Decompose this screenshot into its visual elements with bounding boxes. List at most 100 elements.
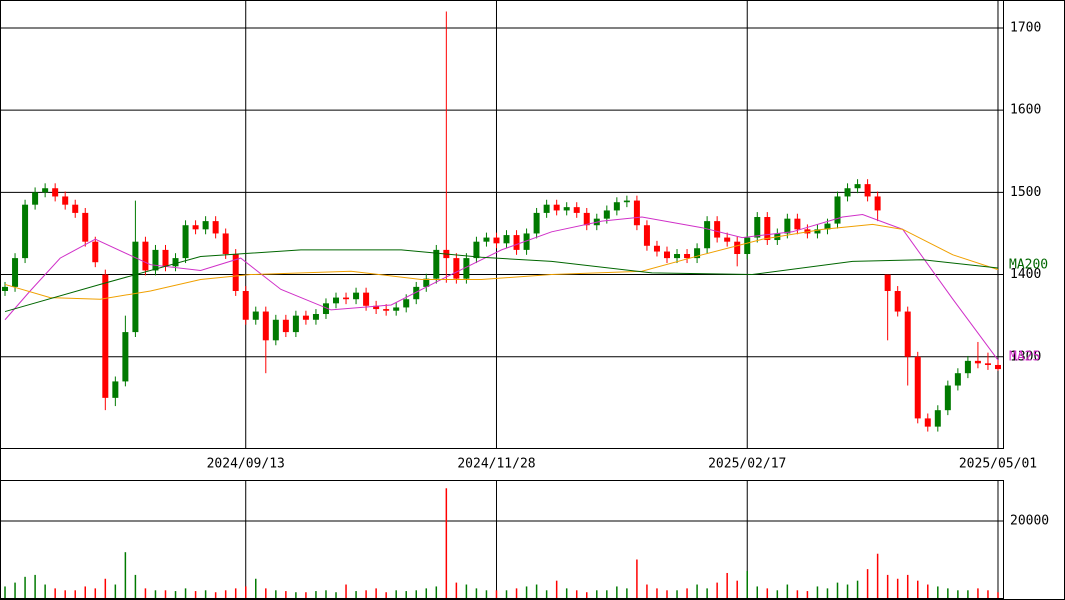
volume-tick-label: 20000 [1010,514,1049,529]
candle-body [513,235,520,250]
x-tick-label: 2024/11/28 [457,457,535,472]
candle-body [633,200,640,226]
candle-body [714,221,721,238]
candle-body [22,204,29,259]
candle-body [944,385,951,411]
candle-body [834,196,841,224]
candle-body [202,221,209,230]
candle-body [333,297,340,304]
candle-body [142,241,149,271]
candle-body [112,381,119,398]
candle-body [132,241,139,333]
candle-body [122,332,129,382]
candle-body [653,245,660,252]
candle-body [182,225,189,259]
candle-body [433,249,440,279]
candle-body [162,249,169,267]
y-tick-label: 1700 [1010,20,1041,35]
candle-body [924,418,931,427]
candle-body [172,258,179,267]
moving-average [4,214,999,361]
candle-body [974,360,981,364]
candle-body [212,221,219,234]
candle-body [72,204,79,213]
candle-body [814,229,821,234]
candle-body [844,188,851,197]
candle-body [573,207,580,213]
candle-body [262,311,269,341]
candle-body [483,237,490,242]
candle-body [994,364,1001,370]
candle-body [533,212,540,234]
candle-body [272,319,279,341]
candle-body [914,356,921,419]
candle-body [192,225,199,230]
candle-body [242,290,249,320]
candle-body [754,217,761,238]
candle-body [292,315,299,333]
candle-body [784,218,791,234]
candle-body [312,314,319,320]
candle-body [563,207,570,211]
x-tick-label: 2025/05/01 [959,457,1037,472]
candle-body [694,248,701,259]
candle-body [463,258,470,279]
candle-body [934,410,941,427]
candle-body [623,200,630,203]
candle-body [473,241,480,259]
x-tick-label: 2024/09/13 [207,457,285,472]
candle-body [152,249,159,271]
candle-body [724,237,731,242]
candle-body [794,218,801,230]
moving-average [4,223,999,300]
moving-average [4,249,999,313]
candle-body [583,212,590,226]
candle-body [884,274,891,291]
candle-body [2,286,9,291]
candle-body [373,305,380,310]
candle-body [403,299,410,308]
candle-body [413,286,420,300]
candle-body [864,184,871,197]
candle-body [222,233,229,255]
candle-body [523,233,530,250]
candle-body [423,278,430,287]
y-tick-label: 1500 [1010,185,1041,200]
candle-body [62,196,69,205]
candle-body [343,297,350,300]
candle-body [744,237,751,255]
candle-body [764,217,771,241]
candle-body [503,235,510,244]
candle-body [874,196,881,211]
candle-body [854,184,861,189]
candle-body [232,254,239,291]
candle-body [674,254,681,259]
candle-body [32,192,39,205]
y-tick-label: 1400 [1010,267,1041,282]
candle-body [493,237,500,244]
candle-body [393,307,400,311]
candle-body [282,319,289,333]
x-tick-label: 2025/02/17 [708,457,786,472]
candle-body [613,202,620,211]
candle-body [52,188,59,197]
candle-body [543,204,550,213]
ma-label: MA25 [1009,350,1040,365]
ma-label: MA200 [1009,257,1048,272]
candle-body [904,311,911,357]
candle-body [383,309,390,311]
candle-body [42,188,49,193]
candle-body [824,223,831,230]
candle-body [643,225,650,246]
candle-body [603,210,610,219]
candle-body [684,254,691,259]
candle-body [704,221,711,249]
candle-body [252,311,259,320]
candle-body [102,274,109,398]
candle-body [734,241,741,255]
candle-body [553,204,560,211]
candle-body [92,241,99,263]
candle-body [82,212,89,242]
candle-body [322,303,329,315]
